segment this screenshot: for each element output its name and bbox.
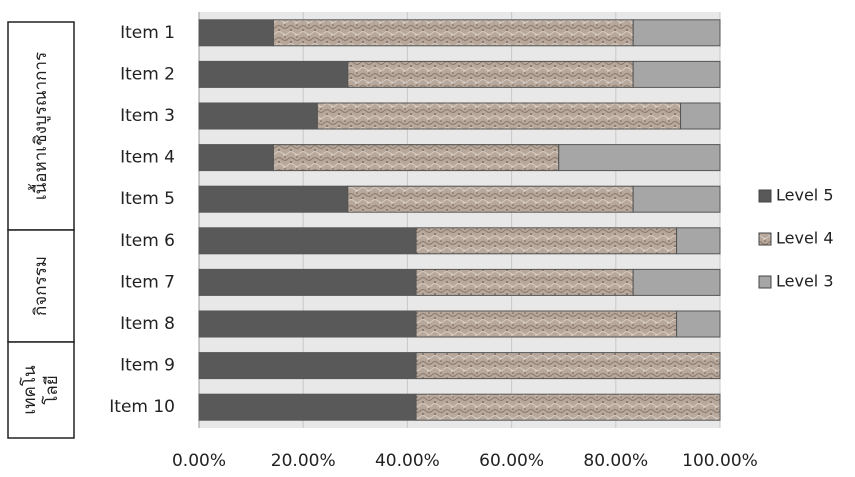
- group-box-activity: [7, 229, 75, 343]
- x-tick-label: 60.00%: [479, 451, 544, 471]
- group-box-technology: [7, 341, 75, 439]
- legend-swatch: [758, 189, 772, 203]
- bar-segment-level-3: [632, 185, 721, 213]
- legend-label: Level 4: [776, 229, 834, 248]
- group-label-technology-line2: โลยี: [41, 375, 62, 405]
- bar-segment-level-4: [347, 185, 634, 213]
- bar-segment-level-5: [198, 60, 349, 88]
- bar-segment-level-4: [415, 352, 721, 380]
- category-label: Item 4: [120, 148, 175, 168]
- legend-swatch: [758, 275, 772, 289]
- bars: [198, 19, 721, 421]
- category-label: Item 9: [120, 356, 175, 376]
- x-axis-ticks: 0.00% 20.00% 40.00% 60.00% 80.00% 100.00%: [172, 451, 758, 471]
- x-tick-label: 80.00%: [583, 451, 648, 471]
- category-label: Item 2: [120, 64, 175, 84]
- bar-segment-level-4: [415, 310, 678, 338]
- group-label-activity: กิจกรรม: [31, 256, 51, 316]
- legend-label: Level 3: [776, 272, 834, 291]
- legend-swatch: [758, 232, 772, 246]
- bar-segment-level-3: [676, 310, 721, 338]
- bar-segment-level-5: [198, 227, 417, 255]
- category-label: Item 8: [120, 314, 175, 334]
- legend: Level 5 Level 4 Level 3: [758, 186, 834, 291]
- category-label: Item 1: [120, 23, 175, 43]
- category-label: Item 7: [120, 272, 175, 292]
- category-label: Item 6: [120, 231, 175, 251]
- bar-segment-level-3: [676, 227, 721, 255]
- bar-segment-level-5: [198, 393, 417, 421]
- category-label: Item 3: [120, 106, 175, 126]
- bar-segment-level-5: [198, 19, 274, 47]
- category-label: Item 10: [109, 397, 175, 417]
- x-tick-label: 0.00%: [172, 451, 226, 471]
- group-label-content: เนื้อหาเชิงบูรณาการ: [28, 52, 51, 200]
- x-tick-label: 20.00%: [271, 451, 336, 471]
- bar-segment-level-5: [198, 185, 349, 213]
- bar-segment-level-5: [198, 352, 417, 380]
- bar-segment-level-4: [316, 102, 682, 130]
- bar-segment-level-5: [198, 144, 274, 172]
- group-label-technology-line1: เทคโน: [19, 365, 40, 415]
- group-boxes: เนื้อหาเชิงบูรณาการ กิจกรรม เทคโน โลยี: [7, 21, 75, 439]
- x-tick-label: 100.00%: [682, 451, 758, 471]
- bar-segment-level-5: [198, 268, 417, 296]
- x-tick-label: 40.00%: [375, 451, 440, 471]
- category-label: Item 5: [120, 189, 175, 209]
- bar-segment-level-4: [415, 227, 678, 255]
- legend-label: Level 5: [776, 186, 834, 205]
- bar-segment-level-4: [415, 268, 634, 296]
- bar-segment-level-3: [632, 19, 721, 47]
- bar-segment-level-4: [272, 144, 560, 172]
- bar-segment-level-5: [198, 310, 417, 338]
- bar-segment-level-3: [632, 268, 721, 296]
- bar-segment-level-5: [198, 102, 318, 130]
- bar-segment-level-3: [632, 60, 721, 88]
- bar-segment-level-3: [680, 102, 721, 130]
- group-box-content: [7, 21, 75, 231]
- bar-segment-level-3: [558, 144, 721, 172]
- category-labels: Item 1 Item 2 Item 3 Item 4 Item 5 Item 6 Item…: [109, 23, 175, 417]
- bar-segment-level-4: [415, 393, 721, 421]
- bar-segment-level-4: [347, 60, 634, 88]
- bar-segment-level-4: [272, 19, 634, 47]
